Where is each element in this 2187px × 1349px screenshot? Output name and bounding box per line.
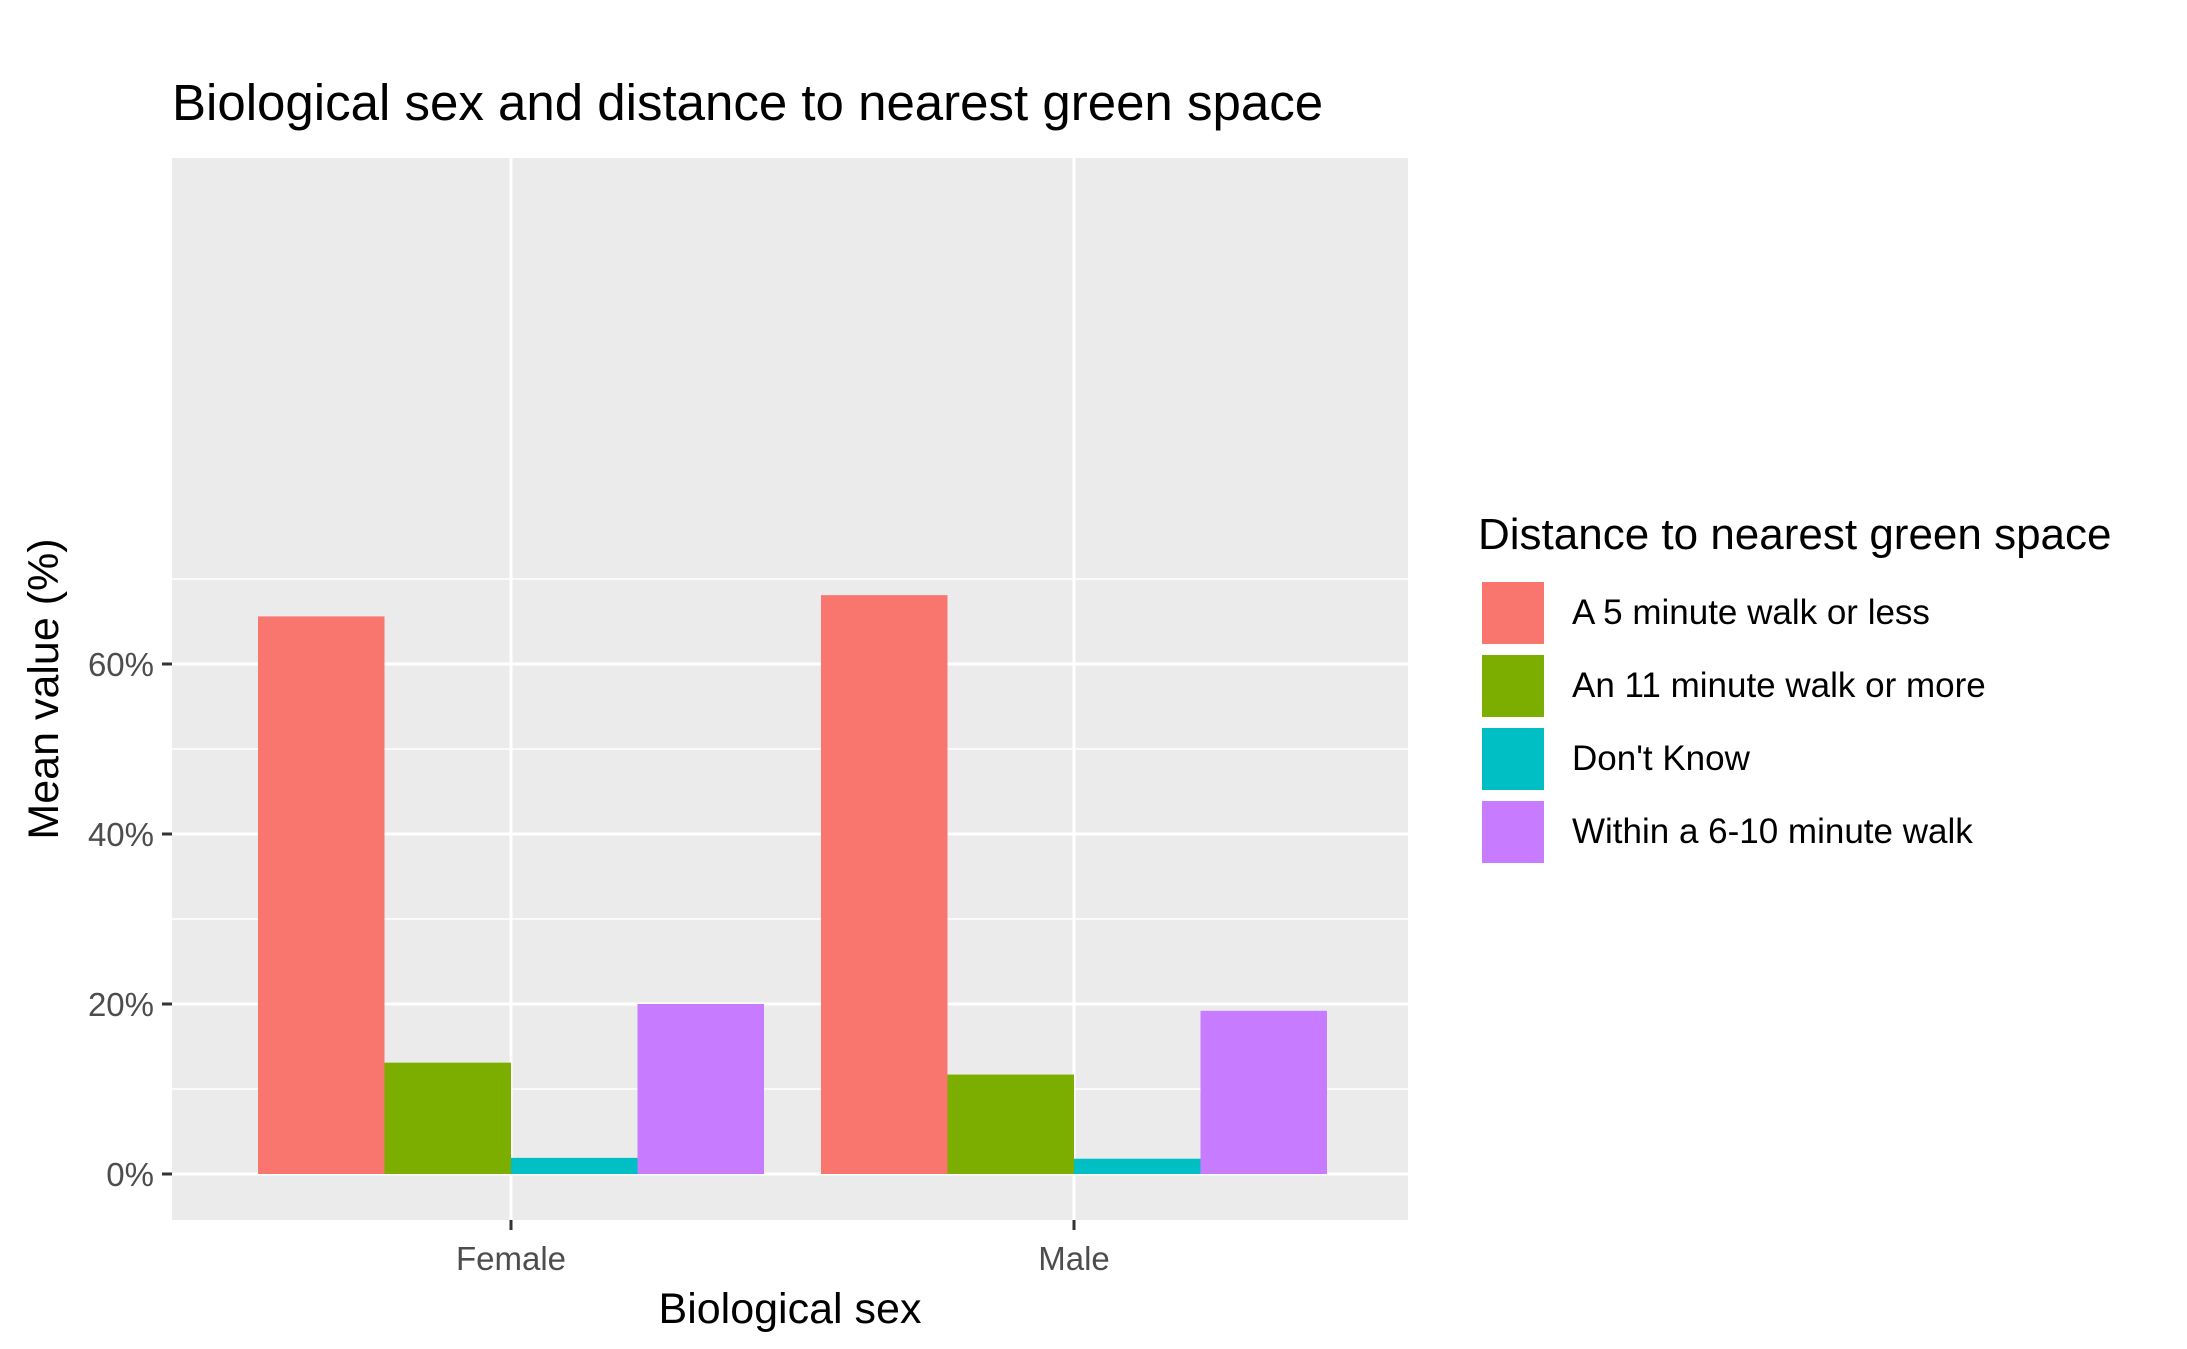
legend-item: Don't Know	[1480, 724, 1750, 794]
x-tick-label: Female	[456, 1240, 566, 1277]
legend-key-swatch	[1480, 653, 1546, 719]
bars	[258, 595, 1327, 1174]
legend-title: Distance to nearest green space	[1478, 510, 2112, 559]
bar	[1074, 1158, 1201, 1174]
bar	[821, 595, 948, 1174]
legend-item: A 5 minute walk or less	[1480, 578, 1930, 648]
legend-key-swatch	[1480, 726, 1546, 792]
legend-item: An 11 minute walk or more	[1480, 651, 1986, 721]
y-tick-label: 0%	[106, 1156, 154, 1193]
legend-label: A 5 minute walk or less	[1572, 593, 1930, 632]
y-tick-label: 40%	[88, 816, 154, 853]
y-tick-label: 60%	[88, 646, 154, 683]
chart-title: Biological sex and distance to nearest g…	[172, 74, 1323, 131]
legend-label: Don't Know	[1572, 739, 1750, 778]
legend-label: Within a 6-10 minute walk	[1572, 812, 1973, 851]
x-tick-label: Male	[1038, 1240, 1110, 1277]
bar	[947, 1074, 1074, 1174]
bar	[258, 616, 385, 1174]
bar	[384, 1062, 511, 1174]
bar	[1200, 1010, 1327, 1174]
axes: 0% 20% 40% 60% Female Male	[88, 646, 1110, 1277]
legend-label: An 11 minute walk or more	[1572, 666, 1986, 705]
legend-key-swatch	[1480, 799, 1546, 865]
bar	[511, 1157, 638, 1174]
x-axis-label: Biological sex	[659, 1285, 922, 1333]
y-tick-label: 20%	[88, 986, 154, 1023]
legend-item: Within a 6-10 minute walk	[1480, 797, 1973, 867]
y-axis-label: Mean value (%)	[20, 538, 68, 839]
bar	[637, 1004, 764, 1174]
legend-key-swatch	[1480, 580, 1546, 646]
